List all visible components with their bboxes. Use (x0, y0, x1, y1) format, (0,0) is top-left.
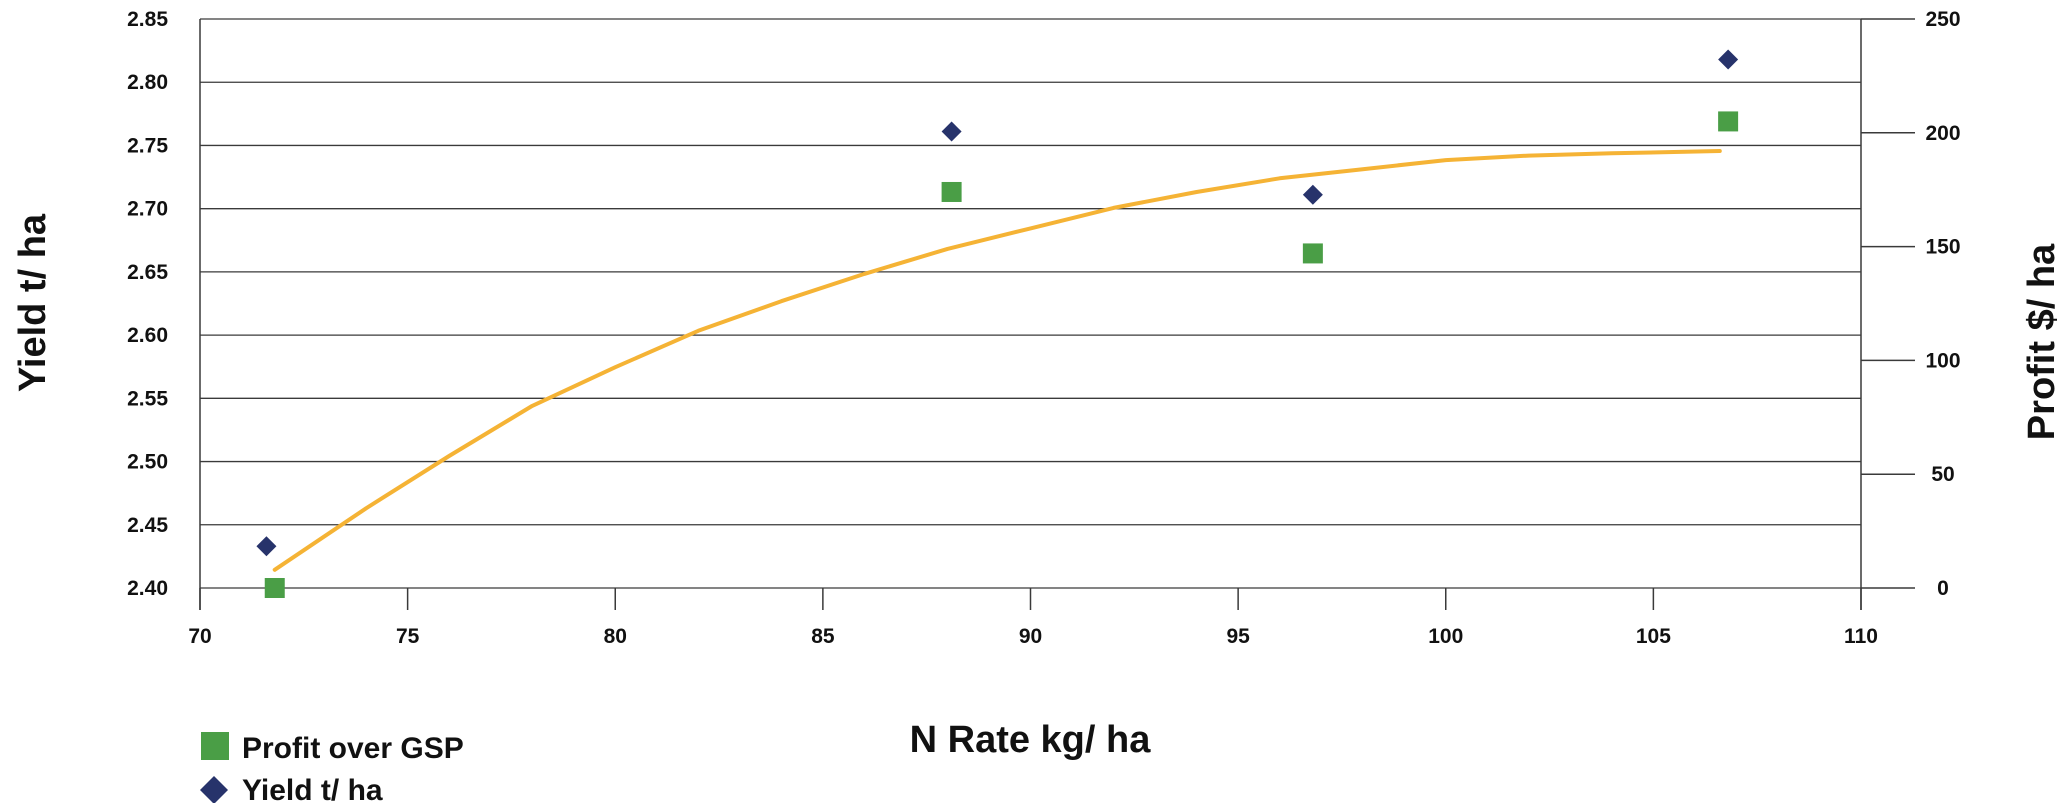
left-y-tick-labels: 2.40 2.45 2.50 2.55 2.60 2.65 2.70 2.75 2.80 2.85 (127, 8, 168, 600)
data-points (256, 49, 1739, 598)
axes (199, 18, 1915, 610)
profit-point (264, 578, 285, 598)
y-left-tick-label: 2.80 (127, 71, 168, 94)
y-left-tick-label: 2.70 (127, 198, 168, 221)
y-axis-title-left: Yield t/ ha (12, 213, 54, 392)
profit-point (1302, 243, 1323, 264)
x-tick-label: 105 (1636, 625, 1671, 648)
legend: Profit over GSP Yield t/ ha (200, 732, 464, 803)
y-left-tick-label: 2.85 (127, 8, 168, 31)
legend-label-profit: Profit over GSP (242, 732, 464, 765)
yield-point (256, 536, 277, 557)
x-tick-labels: 70 75 80 85 90 95 100 105 110 (188, 625, 1878, 648)
x-tick-label: 90 (1019, 625, 1042, 648)
y-left-tick-label: 2.55 (127, 387, 168, 410)
trendline (272, 149, 1722, 572)
y-left-tick-label: 2.50 (127, 451, 168, 474)
right-y-tick-labels: 0 50 100 150 200 250 (1925, 8, 1960, 600)
x-axis-title: N Rate kg/ ha (910, 719, 1152, 761)
legend-swatch-yield (200, 776, 228, 803)
legend-swatch-profit (201, 732, 229, 760)
y-right-tick-label: 50 (1931, 463, 1954, 486)
y-left-tick-label: 2.65 (127, 261, 168, 284)
x-tick-label: 80 (604, 625, 627, 648)
y-left-tick-label: 2.45 (127, 514, 168, 537)
y-right-tick-label: 200 (1925, 122, 1960, 145)
profit-point (941, 181, 962, 202)
x-tick-label: 75 (396, 625, 420, 648)
y-right-tick-label: 250 (1925, 8, 1960, 31)
y-left-tick-label: 2.40 (127, 577, 168, 600)
y-left-tick-label: 2.60 (127, 324, 168, 347)
y-right-tick-label: 100 (1925, 349, 1960, 372)
y-left-tick-label: 2.75 (127, 134, 168, 157)
x-tick-label: 70 (188, 625, 211, 648)
gridlines (200, 18, 1861, 589)
y-right-tick-label: 0 (1937, 577, 1949, 600)
yield-point (1302, 184, 1323, 205)
x-tick-label: 85 (811, 625, 835, 648)
legend-label-yield: Yield t/ ha (242, 774, 383, 803)
profit-point (1718, 111, 1739, 132)
yield-point (941, 121, 962, 142)
trendline-group (272, 149, 1722, 572)
yield-point (1718, 49, 1739, 70)
y-axis-title-right: Profit $/ ha (2021, 243, 2063, 440)
x-tick-label: 95 (1226, 625, 1250, 648)
x-tick-label: 110 (1844, 625, 1878, 648)
x-tick-label: 100 (1428, 625, 1463, 648)
y-right-tick-label: 150 (1925, 236, 1960, 259)
